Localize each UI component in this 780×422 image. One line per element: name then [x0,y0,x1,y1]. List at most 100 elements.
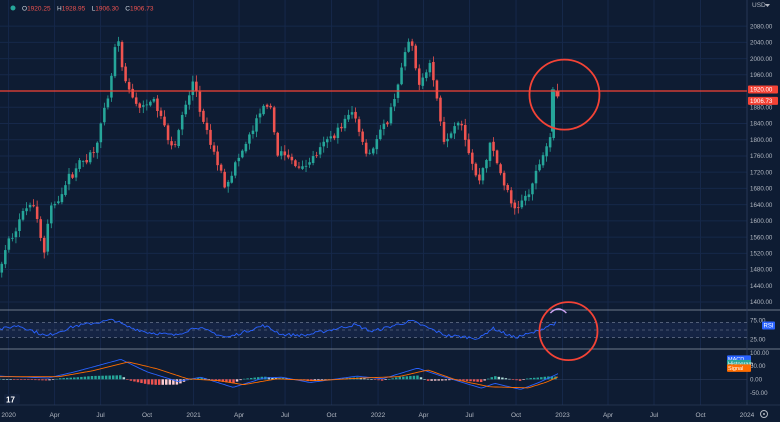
candle-body-5[interactable] [18,219,21,231]
candle-body-152[interactable] [538,164,541,171]
candle-body-15[interactable] [53,204,57,206]
highlight-circle-price[interactable] [528,58,601,131]
candle-body-108[interactable] [382,123,386,130]
candle-body-74[interactable] [262,105,265,115]
candle-body-125[interactable] [442,121,446,142]
candle-body-121[interactable] [428,63,432,73]
currency-label[interactable]: USD [752,2,766,9]
candle-body-72[interactable] [255,118,258,132]
candle-body-26[interactable] [92,152,96,153]
candle-body-87[interactable] [308,162,311,165]
candle-body-115[interactable] [407,41,410,52]
candle-body-104[interactable] [368,152,371,154]
candle-body-92[interactable] [325,139,329,143]
annotations[interactable]: 1920.00 1906.73 [0,58,778,131]
candle-body-41[interactable] [145,104,149,106]
candle-body-128[interactable] [453,126,456,134]
candle-body-76[interactable] [269,105,272,108]
candle-body-130[interactable] [460,123,463,126]
candle-body-46[interactable] [163,116,166,126]
candle-body-42[interactable] [149,101,152,106]
tradingview-logo[interactable]: 17 [4,394,20,405]
candle-body-0[interactable] [0,263,4,273]
candle-body-69[interactable] [244,143,248,152]
candle-body-38[interactable] [134,97,138,104]
candle-body-131[interactable] [463,124,467,140]
candle-body-31[interactable] [110,75,113,98]
candle-body-52[interactable] [184,104,188,115]
candle-body-75[interactable] [265,104,269,107]
candle-body-129[interactable] [456,122,460,126]
candle-body-83[interactable] [294,160,297,167]
candle-body-68[interactable] [241,150,244,158]
candle-body-breakout-up[interactable] [550,89,555,132]
candle-body-61[interactable] [216,151,219,166]
candle-body-66[interactable] [233,162,237,176]
candle-body-36[interactable] [127,82,131,90]
candle-body-79[interactable] [279,151,283,156]
candle-body-110[interactable] [389,107,393,124]
candle-body-147[interactable] [520,200,524,208]
candle-body-77[interactable] [272,107,276,133]
candle-body-86[interactable] [304,165,308,167]
candle-body-65[interactable] [230,175,234,183]
candle-body-19[interactable] [67,173,71,185]
candle-body-50[interactable] [177,130,180,147]
candle-body-97[interactable] [343,118,347,129]
candle-body-90[interactable] [318,147,322,155]
candle-body-34[interactable] [120,42,124,68]
candle-body-146[interactable] [517,207,520,209]
candle-body-88[interactable] [311,156,315,164]
candle-body-118[interactable] [417,68,421,85]
candle-body-73[interactable] [258,113,262,118]
candle-body-44[interactable] [156,98,159,111]
candle-body-45[interactable] [159,110,163,116]
candle-body-133[interactable] [471,152,474,164]
candle-body-4[interactable] [14,231,18,238]
candle-body-148[interactable] [524,195,527,201]
candle-body-153[interactable] [541,155,545,166]
candle-body-32[interactable] [113,47,117,77]
candle-body-49[interactable] [173,144,177,145]
candle-body-151[interactable] [534,170,538,184]
candle-body-23[interactable] [81,161,85,162]
candle-body-96[interactable] [340,126,343,129]
candle-body-100[interactable] [354,111,357,119]
signal-line[interactable] [0,361,559,389]
candle-body-9[interactable] [32,205,35,207]
candle-body-last[interactable] [555,90,560,97]
candle-body-80[interactable] [283,151,287,156]
candle-body-18[interactable] [64,185,67,195]
candle-body-28[interactable] [99,123,103,143]
candle-body-137[interactable] [485,160,488,169]
candle-body-111[interactable] [393,99,396,107]
price-candles[interactable] [0,36,560,278]
candle-body-93[interactable] [329,136,333,139]
candle-body-107[interactable] [379,129,382,140]
candle-body-150[interactable] [531,183,534,195]
highlight-circle-rsi[interactable] [538,301,599,362]
candle-body-43[interactable] [152,98,156,102]
candle-body-11[interactable] [39,219,42,238]
currency-dropdown-icon[interactable] [765,4,770,7]
candle-body-94[interactable] [333,135,336,139]
candle-body-102[interactable] [361,131,364,142]
candle-body-106[interactable] [375,139,379,150]
candle-body-62[interactable] [219,164,223,171]
candle-body-39[interactable] [138,103,142,108]
candle-body-127[interactable] [449,133,453,138]
candle-body-25[interactable] [88,152,92,163]
candle-body-132[interactable] [467,139,471,154]
candle-body-81[interactable] [287,154,290,158]
candle-body-37[interactable] [131,88,134,98]
candle-body-98[interactable] [347,114,350,120]
candle-body-101[interactable] [357,119,361,132]
candle-body-113[interactable] [400,67,403,85]
candle-body-119[interactable] [421,77,425,86]
candle-body-141[interactable] [499,164,502,174]
candle-body-138[interactable] [488,142,492,161]
candle-body-67[interactable] [237,157,241,162]
candle-body-35[interactable] [124,66,127,82]
candle-body-57[interactable] [202,110,205,122]
